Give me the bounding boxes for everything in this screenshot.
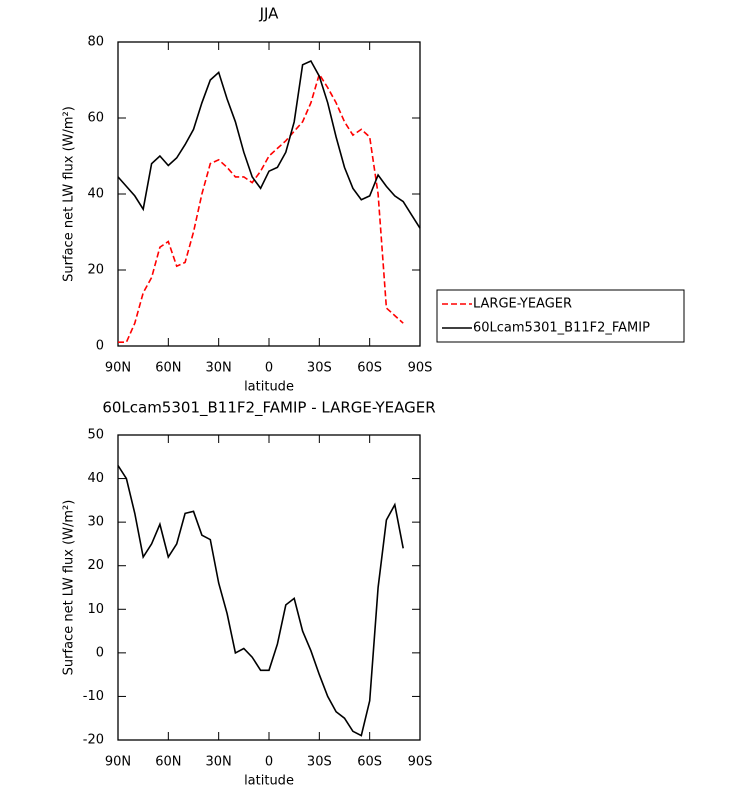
y-tick-label: 40 — [87, 471, 104, 486]
legend-box — [436, 289, 685, 343]
y-tick-label: 0 — [96, 339, 104, 354]
y-tick-label: 0 — [96, 645, 104, 660]
y-tick-label: -10 — [83, 689, 104, 704]
legend-label: 60Lcam5301_B11F2_FAMIP — [473, 321, 650, 336]
data-line — [118, 72, 404, 343]
y-tick-label: 60 — [87, 111, 104, 126]
x-tick-label: 90S — [408, 361, 433, 376]
x-tick-label: 60N — [155, 755, 181, 770]
y-tick-label: 50 — [87, 428, 104, 443]
x-tick-label: 30S — [307, 755, 332, 770]
chart-title: JJA — [259, 5, 280, 23]
y-tick-label: 10 — [87, 602, 104, 617]
plot-frame — [117, 41, 421, 347]
x-tick-label: 30N — [206, 361, 232, 376]
data-line — [117, 59, 421, 229]
x-tick-label: 0 — [265, 755, 273, 770]
y-tick-label: 20 — [87, 263, 104, 278]
plot-frame — [117, 434, 421, 741]
y-axis-label: Surface net LW flux (W/m²) — [62, 500, 77, 676]
y-tick-label: 80 — [87, 35, 104, 50]
chart-title: 60Lcam5301_B11F2_FAMIP - LARGE-YEAGER — [102, 399, 435, 418]
data-line — [117, 465, 404, 737]
x-tick-label: 90N — [105, 755, 131, 770]
x-tick-label: 60N — [155, 361, 181, 376]
y-tick-label: 20 — [87, 558, 104, 573]
x-axis-label: latitude — [244, 380, 294, 395]
x-tick-label: 90N — [105, 361, 131, 376]
x-tick-label: 30N — [206, 755, 232, 770]
y-axis-label: Surface net LW flux (W/m²) — [62, 106, 77, 282]
x-tick-label: 60S — [357, 361, 382, 376]
x-tick-label: 60S — [357, 755, 382, 770]
x-tick-label: 0 — [265, 361, 273, 376]
y-tick-label: 40 — [87, 187, 104, 202]
legend-label: LARGE-YEAGER — [473, 297, 572, 312]
y-tick-label: -20 — [83, 733, 104, 748]
y-tick-label: 30 — [87, 515, 104, 530]
x-tick-label: 30S — [307, 361, 332, 376]
x-axis-label: latitude — [244, 774, 294, 789]
x-tick-label: 90S — [408, 755, 433, 770]
